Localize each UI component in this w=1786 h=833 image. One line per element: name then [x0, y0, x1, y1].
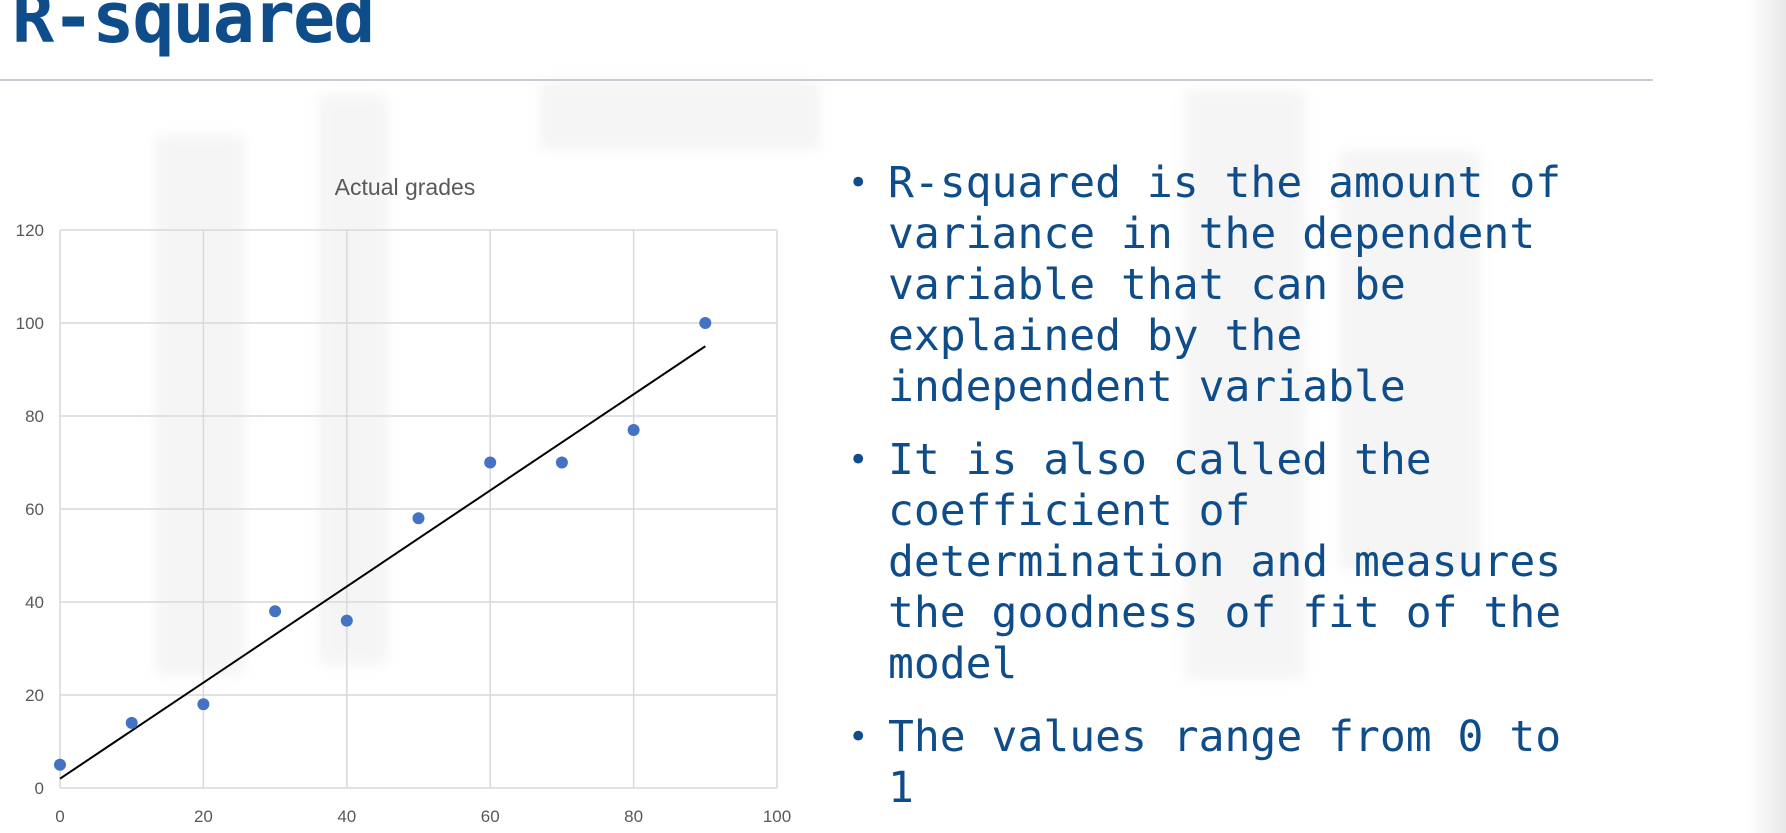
bullet-list: • R-squared is the amount of variance in…: [848, 158, 1568, 833]
trendline: [59, 345, 706, 780]
y-tick-label: 120: [16, 221, 44, 240]
title-divider: [0, 79, 1653, 81]
background-shape: [540, 80, 820, 150]
y-tick-label: 60: [25, 500, 44, 519]
scatter-chart: 0 20 40 60 80 100 0 20 40 60 80 100 120 Actual grade…: [16, 174, 792, 826]
data-point: [125, 716, 138, 729]
data-point: [197, 698, 210, 711]
y-tick-label: 0: [35, 779, 44, 798]
x-tick-label: 60: [481, 807, 500, 826]
bullet-item: • The values range from 0 to 1: [848, 712, 1568, 814]
background-shape: [318, 95, 388, 665]
bullet-text: R-squared is the amount of variance in t…: [888, 158, 1562, 412]
page-title: R-squared: [12, 0, 375, 59]
chart-title: Actual grades: [335, 174, 476, 200]
background-shape: [1185, 90, 1305, 680]
y-tick-label: 80: [25, 407, 44, 426]
chart-grid: [59, 229, 778, 789]
data-point: [412, 512, 425, 525]
data-point: [555, 456, 568, 469]
x-tick-label: 80: [624, 807, 643, 826]
data-point: [699, 317, 712, 329]
chart-tick-labels: 0 20 40 60 80 100 0 20 40 60 80 100 120: [16, 221, 792, 826]
chart-points: [54, 317, 712, 771]
bullet-marker: •: [848, 717, 869, 757]
data-point: [340, 614, 353, 627]
background-shape: [155, 135, 245, 675]
data-point: [627, 423, 640, 436]
x-tick-label: 40: [337, 807, 356, 826]
data-point: [269, 605, 282, 618]
y-tick-label: 40: [25, 593, 44, 612]
bullet-text: It is also called the coefficient of det…: [888, 435, 1562, 689]
y-tick-label: 20: [25, 686, 44, 705]
bullet-marker: •: [848, 163, 869, 203]
x-tick-label: 100: [763, 807, 791, 826]
data-point: [54, 758, 66, 771]
bullet-marker: •: [848, 440, 869, 480]
bullet-item: • R-squared is the amount of variance in…: [848, 158, 1568, 413]
x-tick-label: 20: [194, 807, 213, 826]
x-tick-label: 0: [55, 807, 64, 826]
background-shape: [1340, 150, 1480, 570]
y-tick-label: 100: [16, 314, 44, 333]
bullet-item: • It is also called the coefficient of d…: [848, 435, 1568, 690]
bullet-text: The values range from 0 to 1: [888, 712, 1562, 813]
data-point: [484, 456, 497, 469]
edge-shadow: [1746, 0, 1786, 833]
chart-trendline-group: [59, 345, 706, 780]
